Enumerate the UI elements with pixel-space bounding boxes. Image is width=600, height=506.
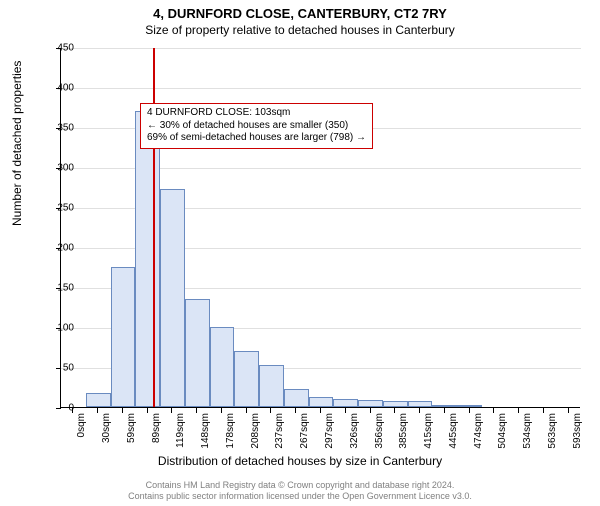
y-tick-label: 350 [44, 123, 74, 134]
x-tick-label: 563sqm [547, 413, 558, 449]
annotation-line3: 69% of semi-detached houses are larger (… [147, 132, 366, 145]
x-tick-label: 534sqm [522, 413, 533, 449]
bar [210, 327, 235, 407]
bar [160, 189, 185, 407]
x-tick-label: 415sqm [423, 413, 434, 449]
bar [408, 401, 433, 407]
bar [309, 397, 334, 407]
x-tick-label: 267sqm [299, 413, 310, 449]
x-tick [469, 408, 470, 413]
x-tick-label: 59sqm [126, 413, 137, 443]
bar [185, 299, 210, 407]
x-tick-label: 119sqm [175, 413, 186, 448]
bar [135, 111, 160, 407]
x-tick [196, 408, 197, 413]
chart-title: 4, DURNFORD CLOSE, CANTERBURY, CT2 7RY [0, 6, 600, 21]
x-tick [345, 408, 346, 413]
bar [234, 351, 259, 407]
x-tick [370, 408, 371, 413]
x-tick [270, 408, 271, 413]
footnote: Contains HM Land Registry data © Crown c… [0, 480, 600, 502]
x-tick-label: 89sqm [151, 413, 162, 443]
x-tick [568, 408, 569, 413]
bar [86, 393, 111, 407]
footnote-line2: Contains public sector information licen… [0, 491, 600, 502]
marker-line [153, 48, 155, 407]
x-tick [320, 408, 321, 413]
x-tick-label: 593sqm [572, 413, 583, 449]
y-tick-label: 100 [44, 323, 74, 334]
x-tick-label: 297sqm [324, 413, 335, 449]
bar [358, 400, 383, 407]
x-tick [394, 408, 395, 413]
x-axis-label: Distribution of detached houses by size … [0, 454, 600, 468]
x-tick [444, 408, 445, 413]
y-tick-label: 450 [44, 43, 74, 54]
bar [383, 401, 408, 407]
x-tick [493, 408, 494, 413]
bar [111, 267, 136, 407]
x-tick-label: 326sqm [349, 413, 360, 449]
y-tick-label: 200 [44, 243, 74, 254]
x-tick [147, 408, 148, 413]
plot-region [60, 48, 580, 408]
gridline [61, 88, 581, 89]
y-tick-label: 400 [44, 83, 74, 94]
x-tick-label: 0sqm [76, 413, 87, 437]
y-tick-label: 50 [44, 363, 74, 374]
x-tick-label: 504sqm [497, 413, 508, 449]
x-tick-label: 445sqm [448, 413, 459, 449]
x-tick [122, 408, 123, 413]
x-tick [419, 408, 420, 413]
x-tick [171, 408, 172, 413]
bar [259, 365, 284, 407]
x-tick-label: 30sqm [101, 413, 112, 443]
x-tick-label: 356sqm [374, 413, 385, 449]
annotation-line2: ← 30% of detached houses are smaller (35… [147, 120, 366, 133]
y-tick-label: 150 [44, 283, 74, 294]
annotation-line1: 4 DURNFORD CLOSE: 103sqm [147, 107, 366, 120]
x-tick-label: 178sqm [225, 413, 236, 449]
x-tick-label: 148sqm [200, 413, 211, 449]
annotation-box: 4 DURNFORD CLOSE: 103sqm ← 30% of detach… [140, 103, 373, 149]
x-tick [97, 408, 98, 413]
x-tick [295, 408, 296, 413]
x-tick-label: 385sqm [398, 413, 409, 449]
x-tick [543, 408, 544, 413]
bar [284, 389, 309, 407]
bar [333, 399, 358, 407]
y-tick-label: 250 [44, 203, 74, 214]
y-axis-label: Number of detached properties [10, 61, 24, 226]
x-tick [518, 408, 519, 413]
x-tick-label: 237sqm [274, 413, 285, 449]
bar [457, 405, 482, 407]
y-tick-label: 0 [44, 403, 74, 414]
x-tick [221, 408, 222, 413]
x-tick-label: 208sqm [250, 413, 261, 449]
y-tick-label: 300 [44, 163, 74, 174]
chart-subtitle: Size of property relative to detached ho… [0, 23, 600, 37]
bar [432, 405, 457, 407]
x-tick-label: 474sqm [473, 413, 484, 449]
gridline [61, 48, 581, 49]
x-tick [246, 408, 247, 413]
chart-area: 4 DURNFORD CLOSE: 103sqm ← 30% of detach… [60, 48, 580, 408]
footnote-line1: Contains HM Land Registry data © Crown c… [0, 480, 600, 491]
